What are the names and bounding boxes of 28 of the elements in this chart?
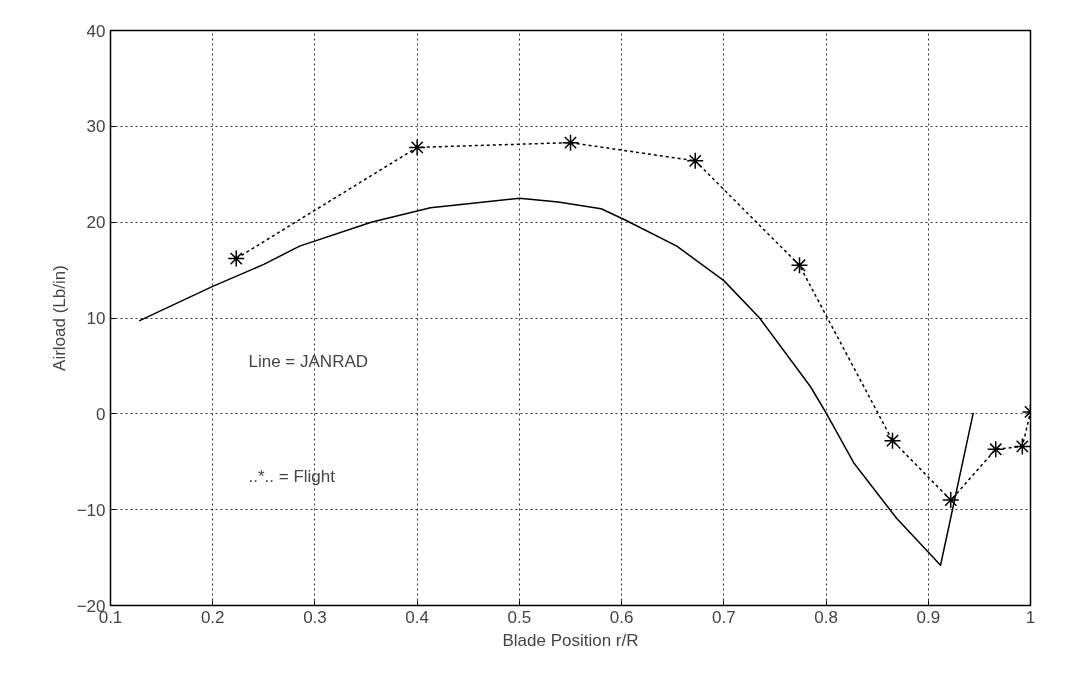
x-tick-label: 0.2 <box>200 607 225 627</box>
point <box>408 138 426 157</box>
y-tick-label: 20 <box>86 213 106 233</box>
point <box>227 249 245 268</box>
x-tick-label: 0.7 <box>712 607 736 627</box>
point <box>790 256 809 275</box>
y-tick-label: 30 <box>86 117 106 137</box>
x-tick-label: 0.3 <box>303 607 327 627</box>
x-axis-title: Blade Position r/R <box>502 630 639 650</box>
x-tick-label: 0.8 <box>814 607 838 627</box>
x-tick-label: 0.9 <box>916 607 941 627</box>
x-tick-label: 0.4 <box>405 607 429 627</box>
y-tick-label: 10 <box>86 309 106 328</box>
y-tick-label: −10 <box>76 500 106 520</box>
x-tick-label: 0.5 <box>507 607 532 627</box>
x-tick-label: 1 <box>1025 607 1036 627</box>
y-tick-label: 40 <box>86 21 106 41</box>
point <box>686 152 704 170</box>
annotation: ..*.. = Flight <box>248 466 336 486</box>
point <box>986 440 1005 459</box>
point <box>942 491 960 509</box>
point <box>561 133 580 152</box>
y-axis-title: Airload (Lb/in) <box>49 265 69 371</box>
x-tick-label: 0.6 <box>609 607 634 627</box>
point <box>1013 437 1031 456</box>
y-tick-label: 0 <box>96 404 106 424</box>
point <box>883 431 902 450</box>
annotation: Line = JANRAD <box>248 351 369 371</box>
